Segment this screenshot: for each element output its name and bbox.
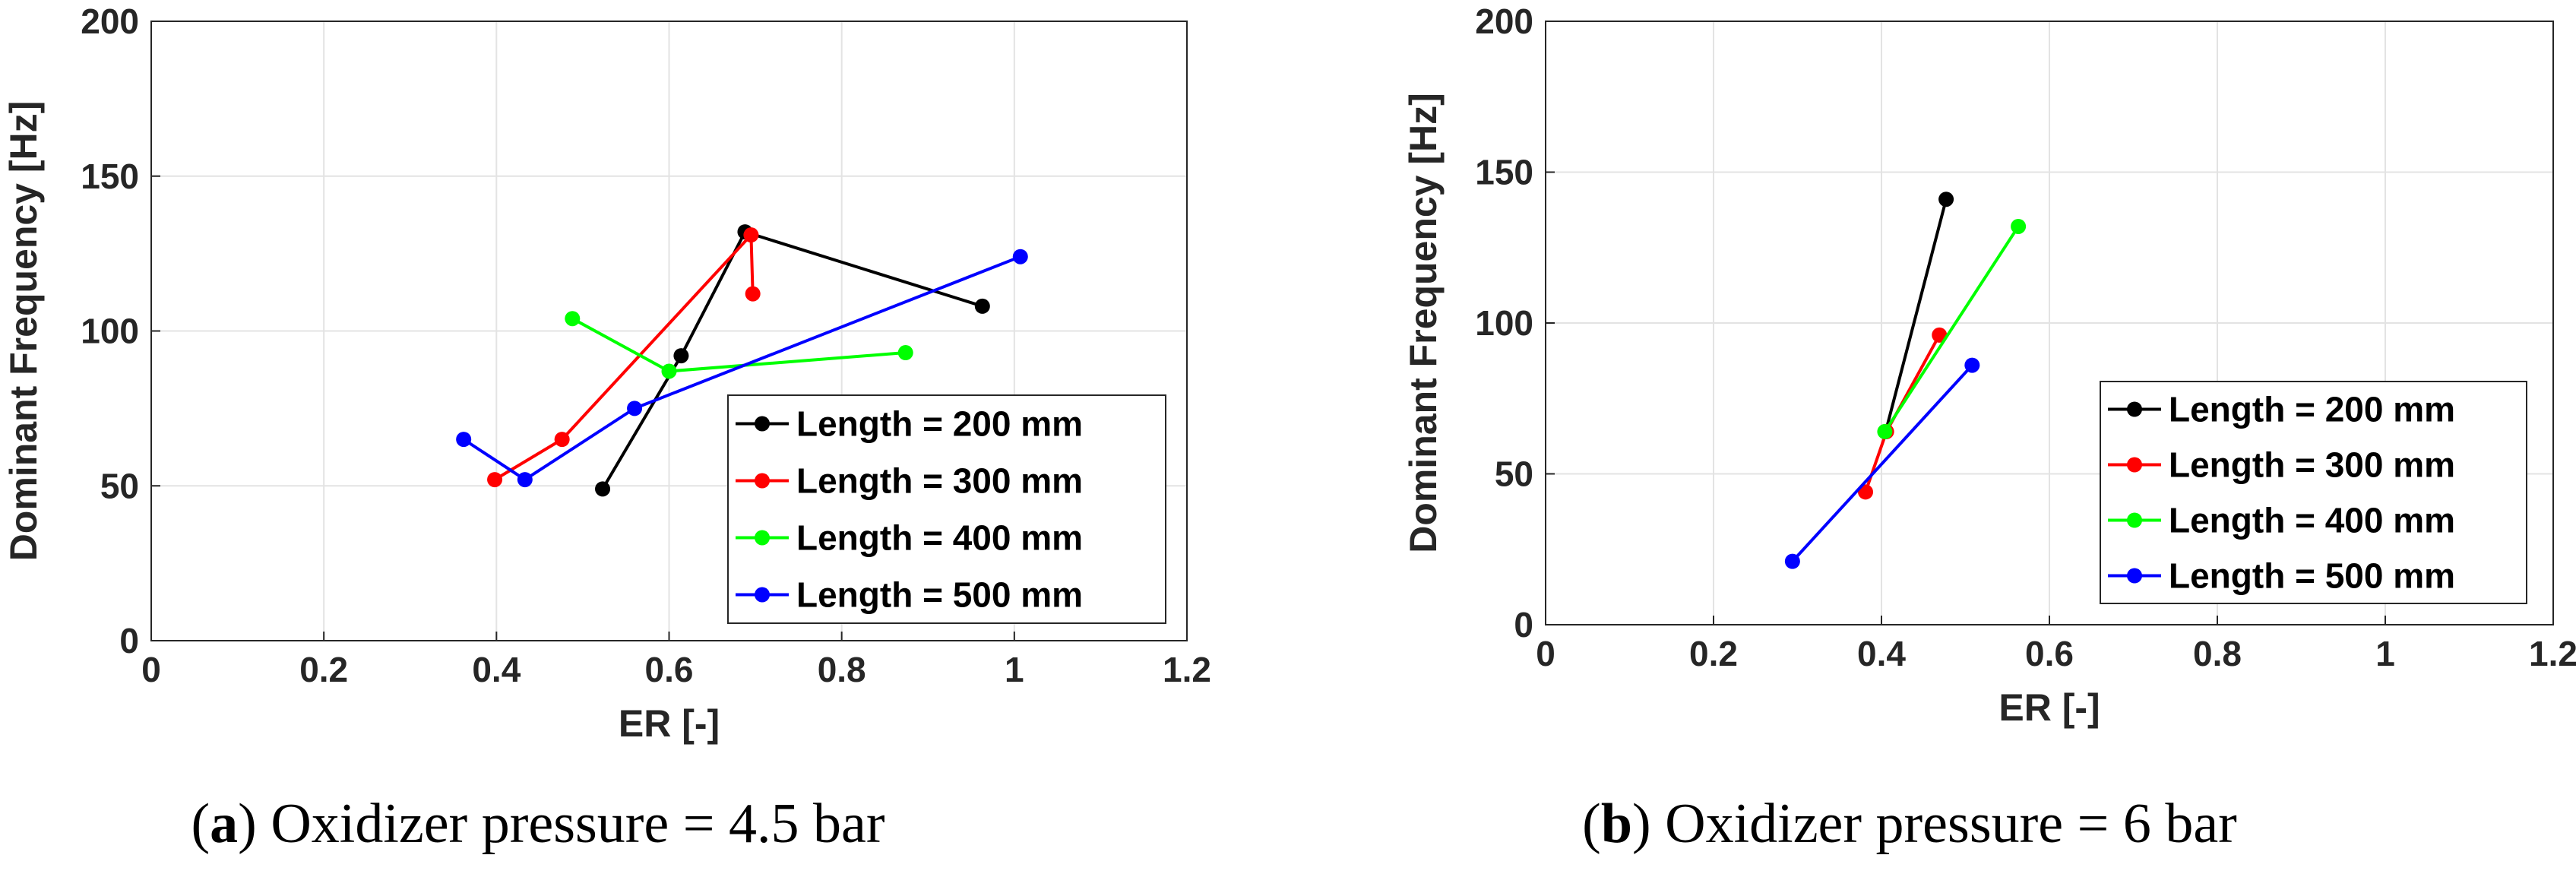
data-point-series-3 bbox=[565, 311, 581, 327]
legend-box bbox=[2100, 381, 2527, 604]
series-line-1 bbox=[1884, 198, 1948, 433]
x-tick-label: 1.2 bbox=[2529, 634, 2576, 673]
data-point-series-3 bbox=[661, 363, 677, 379]
legend-swatch-marker bbox=[2127, 457, 2142, 473]
x-tick-label: 1.2 bbox=[1163, 650, 1211, 689]
data-point-series-1 bbox=[1938, 192, 1954, 207]
data-point-series-1 bbox=[595, 481, 611, 497]
y-tick-label: 150 bbox=[1475, 153, 1533, 192]
y-axis-label: Dominant Frequency [Hz] bbox=[2, 101, 45, 562]
x-tick-label: 0.4 bbox=[1857, 634, 1906, 673]
y-tick-label: 200 bbox=[81, 2, 139, 41]
legend-label: Length = 400 mm bbox=[2169, 501, 2455, 540]
x-tick-label: 0.6 bbox=[2025, 634, 2074, 673]
y-tick-label: 0 bbox=[119, 621, 139, 660]
legend-swatch-marker bbox=[755, 473, 770, 489]
x-tick-label: 1 bbox=[2375, 634, 2395, 673]
legend-label: Length = 500 mm bbox=[2169, 556, 2455, 596]
data-point-series-2 bbox=[487, 472, 503, 488]
y-tick-label: 150 bbox=[81, 157, 139, 196]
legend-swatch-marker bbox=[755, 587, 770, 603]
legend-label: Length = 400 mm bbox=[796, 518, 1083, 558]
y-tick-label: 200 bbox=[1475, 2, 1533, 41]
data-point-series-4 bbox=[517, 472, 533, 488]
data-point-series-1 bbox=[673, 348, 689, 364]
data-point-series-2 bbox=[743, 227, 759, 243]
series-line-4 bbox=[462, 255, 1022, 482]
x-tick-label: 0.8 bbox=[818, 650, 866, 689]
x-tick-label: 1 bbox=[1005, 650, 1024, 689]
x-tick-label: 0.8 bbox=[2193, 634, 2242, 673]
caption-b-close-paren: ) bbox=[1632, 793, 1665, 855]
series-line-1 bbox=[601, 230, 984, 491]
series-line-2 bbox=[493, 233, 755, 482]
caption-b-text: Oxidizer pressure = 6 bar bbox=[1665, 793, 2237, 855]
caption-a-letter: a bbox=[210, 793, 238, 855]
x-tick-label: 0.4 bbox=[472, 650, 521, 689]
caption-b-letter: b bbox=[1601, 793, 1632, 855]
data-point-series-3 bbox=[1877, 423, 1893, 439]
data-point-series-1 bbox=[974, 298, 990, 314]
caption-b: (b) Oxidizer pressure = 6 bar bbox=[1582, 793, 2237, 855]
y-tick-label: 100 bbox=[1475, 303, 1533, 343]
y-tick-label: 100 bbox=[81, 312, 139, 351]
series-line-4 bbox=[1790, 363, 1974, 563]
x-axis-label: ER [-] bbox=[619, 702, 720, 745]
legend-label: Length = 300 mm bbox=[2169, 445, 2455, 485]
series-line-3 bbox=[1883, 224, 2021, 433]
legend-swatch-marker bbox=[755, 530, 770, 546]
legend-swatch-marker bbox=[2127, 568, 2142, 584]
data-point-series-3 bbox=[2011, 218, 2027, 234]
legend-swatch-marker bbox=[755, 416, 770, 432]
x-tick-label: 0.6 bbox=[645, 650, 694, 689]
y-tick-label: 50 bbox=[1495, 454, 1533, 494]
data-point-series-4 bbox=[1964, 357, 1980, 373]
legend-box bbox=[727, 394, 1166, 624]
data-point-series-2 bbox=[1858, 484, 1874, 500]
caption-a-close-paren: ) bbox=[238, 793, 271, 855]
x-tick-label: 0.2 bbox=[299, 650, 348, 689]
data-point-series-2 bbox=[1932, 327, 1948, 343]
legend-label: Length = 500 mm bbox=[796, 575, 1083, 615]
data-point-series-3 bbox=[897, 345, 913, 361]
data-point-series-2 bbox=[745, 286, 761, 302]
legend-label: Length = 200 mm bbox=[2169, 390, 2455, 429]
y-tick-label: 50 bbox=[100, 466, 139, 505]
legend-swatch-marker bbox=[2127, 512, 2142, 528]
data-point-series-4 bbox=[1012, 249, 1028, 264]
series-line-3 bbox=[571, 317, 907, 373]
legend-label: Length = 200 mm bbox=[796, 404, 1083, 444]
data-point-series-4 bbox=[1784, 553, 1800, 569]
caption-a: (a) Oxidizer pressure = 4.5 bar bbox=[191, 793, 885, 855]
x-tick-label: 0 bbox=[141, 650, 161, 689]
x-axis-label: ER [-] bbox=[1998, 686, 2100, 729]
data-point-series-2 bbox=[554, 432, 570, 448]
caption-b-open-paren: ( bbox=[1582, 793, 1601, 855]
y-axis-label: Dominant Frequency [Hz] bbox=[1402, 93, 1445, 553]
y-tick-label: 0 bbox=[1514, 605, 1533, 644]
caption-a-open-paren: ( bbox=[191, 793, 210, 855]
caption-a-text: Oxidizer pressure = 4.5 bar bbox=[271, 793, 885, 855]
x-tick-label: 0.2 bbox=[1689, 634, 1738, 673]
data-point-series-4 bbox=[456, 432, 472, 448]
data-point-series-4 bbox=[627, 401, 643, 416]
chart-panel-b: 0 0.2 0.4 0.6 0.8 1 1.2 0 50 100 150 200 ER [-] Domin… bbox=[1402, 2, 2576, 729]
legend-swatch-marker bbox=[2127, 401, 2142, 417]
chart-panel-a: 0 0.2 0.4 0.6 0.8 1 1.2 0 50 100 150 200 ER [-] Domin… bbox=[2, 2, 1211, 745]
legend-label: Length = 300 mm bbox=[796, 461, 1083, 501]
x-tick-label: 0 bbox=[1536, 634, 1555, 673]
